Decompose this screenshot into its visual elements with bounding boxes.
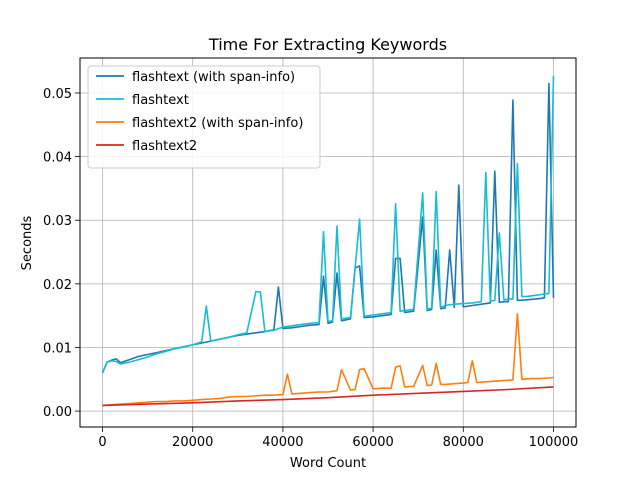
series-line-1 [101,75,555,374]
series-line-3 [102,386,554,407]
legend-label: flashtext2 (with span-info) [132,116,303,131]
y-tick-label: 0.02 [43,278,72,293]
y-tick-label: 0.05 [43,87,72,102]
legend-label: flashtext2 [132,139,197,154]
x-tick-label: 80000 [443,435,484,450]
x-axis-label: Word Count [290,456,366,471]
axis-ticks: 0 20000 40000 60000 80000 100000 0.00 0.01 0.02 0… [43,87,578,450]
series-line-2 [102,312,554,407]
legend: flashtext (with span-info) flashtext flash… [87,65,321,169]
y-axis-label: Seconds [20,215,35,270]
legend-label: flashtext (with span-info) [132,70,295,85]
chart-title: Time For Extracting Keywords [208,35,447,54]
legend-box [87,65,321,169]
grid [80,58,576,427]
y-tick-label: 0.04 [43,151,72,166]
y-tick-label: 0.01 [43,341,72,356]
y-tick-label: 0.00 [43,405,72,420]
x-tick-label: 100000 [529,435,579,450]
x-tick-label: 40000 [262,435,303,450]
y-tick-label: 0.03 [43,214,72,229]
plot-frame [79,57,577,428]
x-tick-label: 20000 [172,435,213,450]
x-tick-label: 0 [98,435,106,450]
x-tick-label: 60000 [352,435,393,450]
series-lines [101,75,555,407]
legend-label: flashtext [132,93,189,108]
